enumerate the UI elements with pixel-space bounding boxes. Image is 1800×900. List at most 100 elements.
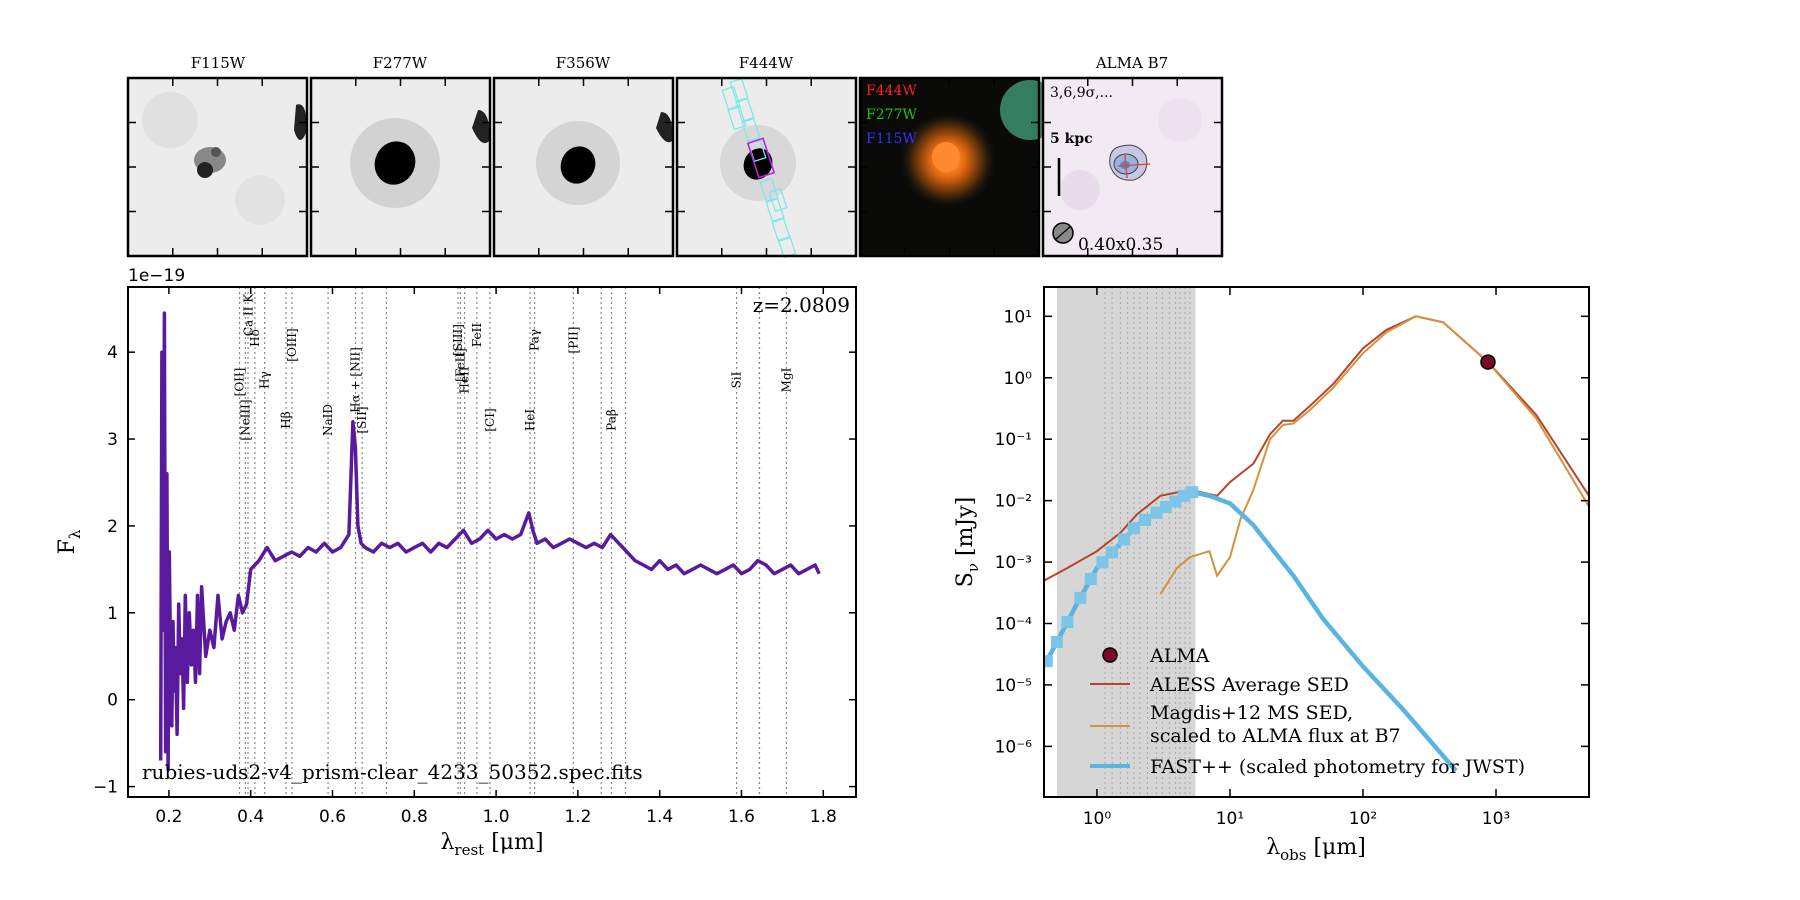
legend-aless: ALESS Average SED [1149, 674, 1349, 696]
stamp-ticks [128, 78, 1222, 256]
rgb-legend-f277w: F277W [866, 107, 917, 123]
y-tick-label: 10⁻⁶ [995, 737, 1033, 757]
spectrum-y-label: Fλ [55, 529, 84, 554]
spectrum-line [158, 311, 821, 771]
y-tick-label: 10⁻² [995, 492, 1032, 512]
stamp-alma-b7: ALMA B7 3,6,9σ,... 5 kpc 0.40x0.35 [1041, 54, 1224, 258]
y-tick-label: −1 [93, 778, 118, 798]
phot-point [1150, 506, 1163, 519]
filter-lines [1104, 287, 1191, 797]
stamp-title: ALMA B7 [1095, 54, 1168, 72]
y-tick-label: 10¹ [1004, 307, 1032, 327]
stamp-f444w: F444W [675, 54, 858, 259]
legend-magdis: Magdis+12 MS SED, [1150, 702, 1353, 724]
sed-x-ticks: 10⁰ 10¹ 10² 10³ [1083, 287, 1510, 829]
stamp-title: F277W [373, 54, 428, 72]
x-tick-label: 10⁰ [1083, 809, 1112, 829]
legend-alma-marker [1102, 647, 1118, 663]
rgb-legend-f444w: F444W [866, 83, 917, 99]
spectrum-filename: rubies-uds2-v4_prism-clear_4233_50352.sp… [142, 760, 643, 784]
spectrum-panel: 1e−19 [NeIII] [OII] Ca II KHδ Hγ Hβ [OIII] NaI… [55, 266, 857, 859]
phot-point [1084, 572, 1097, 585]
stamp-title: F356W [556, 54, 611, 72]
phot-point [1159, 500, 1172, 513]
line-label: Paβ [605, 409, 619, 431]
sed-panel: 10⁰ 10¹ 10² 10³ 10⁻⁶ 10⁻⁵ 10⁻⁴ 10⁻³ 10⁻² 10⁻¹ 10⁰… [953, 286, 1590, 864]
jwst-photometry-points [1044, 486, 1199, 668]
x-tick-label: 1.4 [646, 807, 673, 827]
line-label: Hδ [248, 329, 262, 347]
sed-legend: ALMA ALESS Average SED Magdis+12 MS SED,… [1090, 645, 1525, 778]
emission-line-labels: [NeIII] [OII] Ca II KHδ Hγ Hβ [OIII] NaID Hα + … [233, 293, 794, 441]
x-tick-label: 0.8 [401, 807, 428, 827]
stamp-row: F115W F277W F356W [126, 54, 1224, 259]
emission-line-markers [238, 287, 788, 797]
sed-y-ticks: 10⁻⁶ 10⁻⁵ 10⁻⁴ 10⁻³ 10⁻² 10⁻¹ 10⁰ 10¹ [995, 307, 1589, 757]
spectrum-x-label: λrest [μm] [440, 830, 543, 859]
line-label: [SII] [355, 406, 369, 433]
line-label: HeII [458, 366, 472, 393]
y-tick-label: 10⁰ [1004, 369, 1033, 389]
alma-scalebar-label: 5 kpc [1050, 131, 1093, 147]
y-tick-label: 10⁻⁵ [995, 676, 1032, 696]
legend-fast: FAST++ (scaled photometry for JWST) [1150, 756, 1525, 778]
spectrum-exponent: 1e−19 [128, 266, 185, 286]
phot-point [1186, 486, 1199, 499]
line-label: HeI [523, 409, 537, 432]
legend-alma: ALMA [1149, 645, 1210, 667]
line-label: [CI] [483, 408, 497, 431]
sed-x-label: λobs [μm] [1266, 835, 1366, 864]
phot-point [1050, 635, 1063, 648]
line-label: [SIII] [451, 324, 465, 356]
sed-y-label: Sν [mJy] [953, 497, 982, 587]
line-label: Hγ [258, 371, 272, 389]
x-tick-label: 10² [1349, 809, 1377, 829]
y-tick-label: 10⁻³ [995, 553, 1032, 573]
phot-point [1139, 513, 1152, 526]
line-label: [OII] [233, 368, 247, 397]
x-tick-label: 1.6 [728, 807, 755, 827]
line-label: MgI [779, 367, 793, 392]
line-label: [PII] [566, 327, 580, 354]
stamp-f115w: F115W [126, 54, 309, 258]
spectrum-x-ticks: 0.2 0.4 0.6 0.8 1.0 1.2 1.4 1.6 1.8 [155, 287, 837, 827]
y-tick-label: 3 [107, 430, 118, 450]
x-tick-label: 0.6 [319, 807, 346, 827]
line-label: Hα + [NII] [349, 347, 363, 413]
y-tick-label: 1 [107, 604, 118, 624]
y-tick-label: 10⁻¹ [995, 430, 1032, 450]
stamp-f277w: F277W [309, 54, 492, 258]
phot-point [1118, 533, 1131, 546]
phot-point [1074, 591, 1087, 604]
magdis-sed-line [1159, 315, 1589, 595]
x-tick-label: 1.2 [564, 807, 591, 827]
line-label: Ca II K [242, 293, 256, 336]
line-label: [NeIII] [238, 399, 252, 440]
alma-contour-levels: 3,6,9σ,... [1050, 85, 1113, 101]
line-label: [OIII] [285, 328, 299, 361]
line-label: FeII [470, 323, 484, 348]
rgb-legend-f115w: F115W [866, 131, 917, 147]
x-tick-label: 1.0 [483, 807, 510, 827]
phot-point [1128, 522, 1141, 535]
x-tick-label: 10³ [1482, 809, 1510, 829]
phot-point [1044, 655, 1053, 668]
phot-point [1106, 546, 1119, 559]
target-shutter [746, 137, 776, 179]
phot-point [1061, 615, 1074, 628]
stamp-title: F444W [739, 54, 794, 72]
x-tick-label: 0.2 [155, 807, 182, 827]
x-tick-label: 0.4 [237, 807, 264, 827]
x-tick-label: 1.8 [810, 807, 837, 827]
stamp-title: F115W [191, 54, 246, 72]
alma-beam-size: 0.40x0.35 [1078, 235, 1163, 255]
redshift-label: z=2.0809 [753, 293, 850, 317]
stamp-rgb: F444W F277W F115W [858, 76, 1060, 258]
legend-magdis-2: scaled to ALMA flux at B7 [1150, 725, 1401, 747]
line-label: Paγ [528, 329, 542, 351]
y-tick-label: 2 [107, 517, 118, 537]
spectrum-y-ticks: −1 0 1 2 3 4 [93, 343, 856, 798]
line-label: [FeII] [453, 348, 467, 382]
y-tick-label: 4 [107, 343, 118, 363]
